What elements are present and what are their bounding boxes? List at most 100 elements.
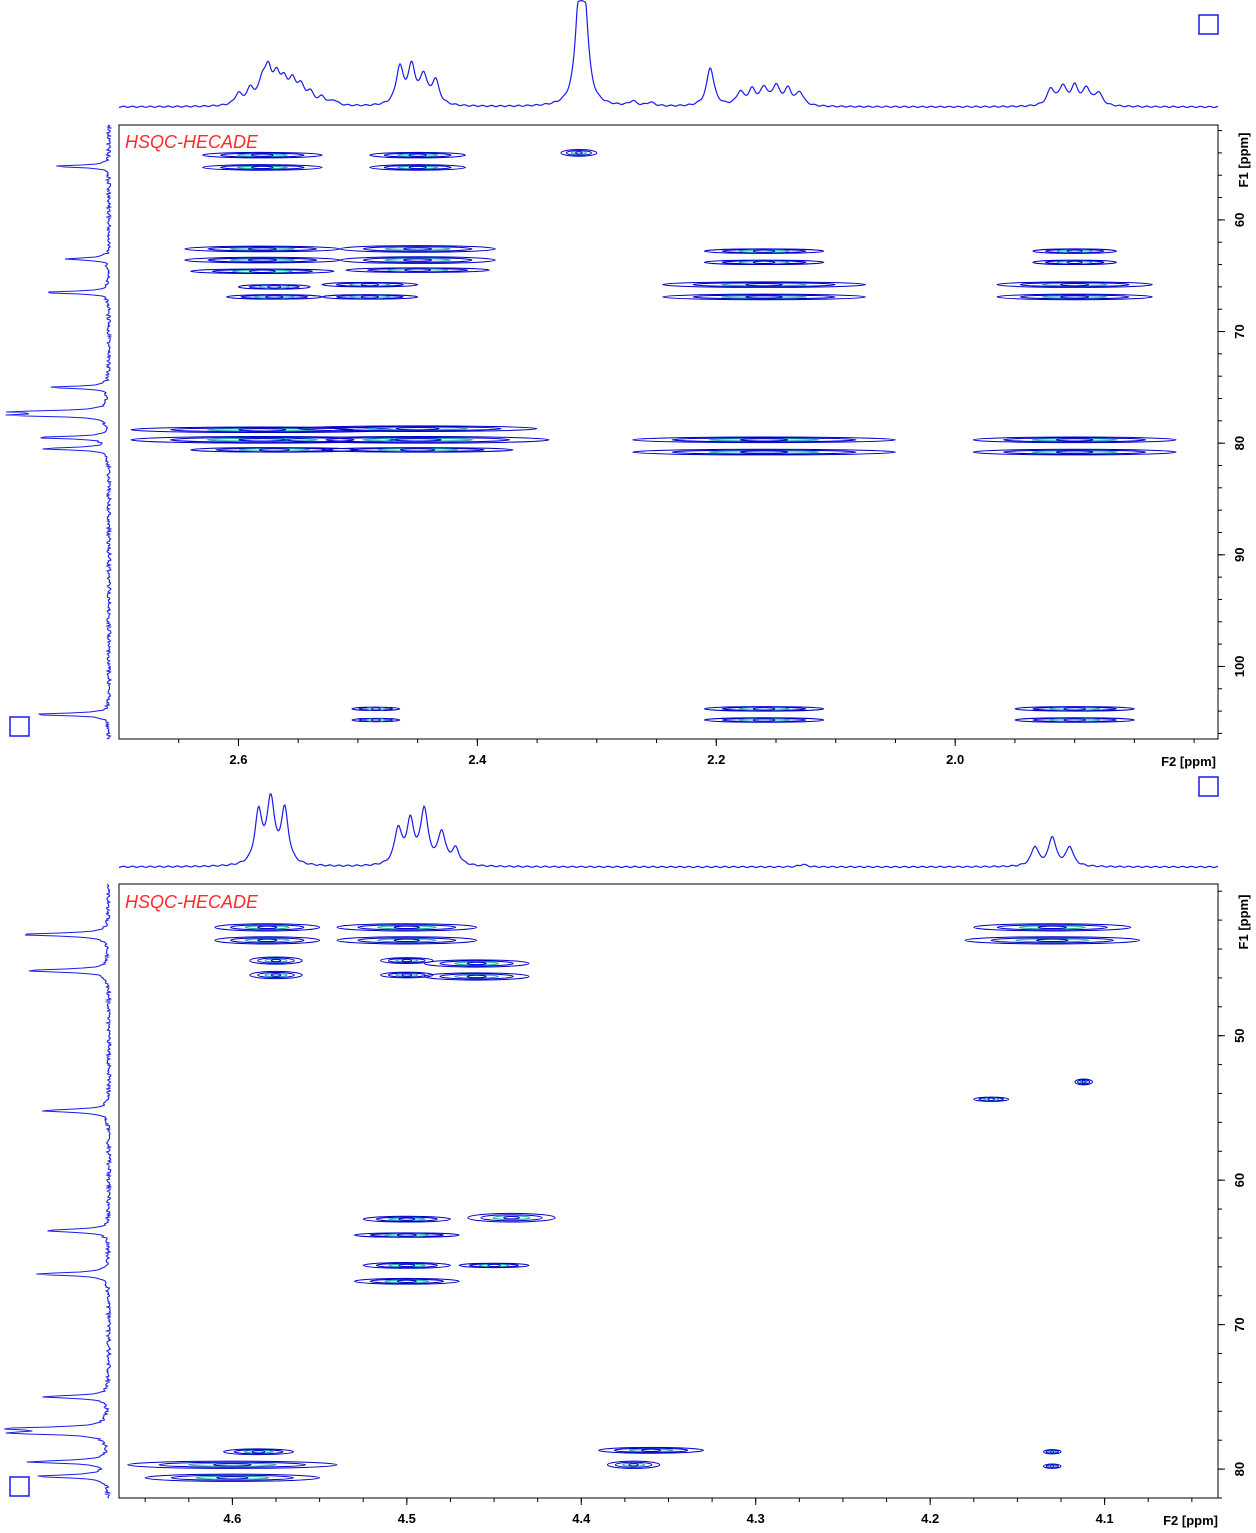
contour-level <box>393 925 420 930</box>
contour-level <box>632 448 896 456</box>
cross-peak <box>1043 1463 1062 1469</box>
contour-level <box>247 247 277 251</box>
contour-level <box>1050 1450 1055 1454</box>
contour-level <box>362 257 473 263</box>
contour-level <box>251 1450 266 1454</box>
contour-level <box>357 924 457 931</box>
contour-level <box>1063 707 1086 711</box>
cross-peak <box>362 1215 451 1223</box>
x-axis-label: F2 [ppm] <box>1163 1513 1218 1528</box>
contour-level <box>393 938 420 943</box>
contour-level <box>321 281 419 288</box>
x-tick-label: 4.6 <box>223 1511 241 1526</box>
cross-peak <box>632 448 896 456</box>
contour-level <box>383 152 452 158</box>
contour-level <box>285 435 550 444</box>
cross-peak <box>184 245 341 253</box>
contour-level <box>973 1096 1010 1102</box>
window-toggle-bottom-right[interactable] <box>1198 776 1219 797</box>
contour-level <box>752 718 776 722</box>
contour-level <box>220 164 305 170</box>
contour-level <box>703 259 825 266</box>
contour-level <box>739 450 789 454</box>
x-axis-label: F2 [ppm] <box>1161 754 1216 769</box>
y-tick-label: 80 <box>1232 1462 1247 1476</box>
contour-level <box>257 925 278 930</box>
cross-peak <box>703 248 825 254</box>
contour-level <box>752 260 776 265</box>
contour-level <box>752 249 776 253</box>
contour-level <box>606 1460 661 1469</box>
contour-level <box>692 282 836 288</box>
chart-title: HSQC-HECADE <box>125 892 259 912</box>
contour-level <box>614 1461 653 1468</box>
contour-level <box>503 1216 520 1220</box>
cross-peak <box>973 1096 1010 1102</box>
contour-level <box>230 924 305 931</box>
contour-level <box>1060 282 1090 287</box>
contour-level <box>339 256 496 264</box>
cross-peak <box>703 717 825 723</box>
window-toggle-top-left[interactable] <box>9 716 30 737</box>
f1-projection-trace <box>5 124 113 740</box>
cross-peak <box>598 1446 704 1454</box>
contour-level <box>739 438 789 442</box>
contour-level <box>267 285 282 289</box>
contour-level <box>987 1097 995 1101</box>
cross-peak <box>127 1460 338 1469</box>
y-tick-label: 90 <box>1232 548 1247 562</box>
contour-level <box>249 970 303 980</box>
contour-level <box>1037 925 1067 930</box>
cross-peak <box>1074 1078 1093 1086</box>
contour-level <box>692 294 836 300</box>
cross-peak <box>345 267 490 273</box>
contour-level <box>996 924 1108 931</box>
cross-peak-contours <box>130 149 1177 723</box>
window-toggle-bottom-left[interactable] <box>9 1476 30 1497</box>
cross-peak <box>190 268 335 274</box>
cross-peak <box>1043 1449 1062 1455</box>
cross-peak <box>606 1460 661 1469</box>
contour-level <box>369 1278 444 1284</box>
contour-level <box>213 1463 252 1467</box>
cross-peak <box>321 447 514 453</box>
cross-peak <box>467 1212 556 1223</box>
x-tick-label: 4.1 <box>1096 1511 1114 1526</box>
contour-level <box>360 282 379 287</box>
contour-level <box>251 153 274 157</box>
contour-level <box>466 974 487 979</box>
contour-level <box>492 1215 531 1221</box>
contour-level <box>408 153 427 157</box>
f1-trace-line <box>5 124 113 740</box>
contour-level <box>216 1476 249 1480</box>
contour-level <box>321 447 514 453</box>
cross-peak <box>703 259 825 266</box>
contour-level <box>388 958 426 964</box>
cross-peak <box>214 923 321 932</box>
contour-level <box>380 957 434 964</box>
cross-peak <box>1014 717 1135 723</box>
window-toggle-top-right[interactable] <box>1198 14 1219 35</box>
contour-level <box>632 436 896 444</box>
contour-level <box>990 937 1114 944</box>
f1-trace-line <box>4 883 113 1499</box>
contour-level <box>170 1474 294 1481</box>
y-tick-label: 70 <box>1232 324 1247 338</box>
contour-level <box>336 923 478 932</box>
contour-level <box>270 973 282 977</box>
contour-level <box>1063 718 1086 722</box>
contour-level <box>144 1473 321 1482</box>
cross-peak <box>321 281 419 288</box>
cross-peak <box>380 957 434 964</box>
contour-level <box>247 258 277 262</box>
contour-level <box>423 972 530 981</box>
y-tick-label: 80 <box>1232 436 1247 450</box>
cross-peak-contours <box>127 923 1141 1482</box>
contour-level <box>403 258 433 262</box>
contour-level <box>408 165 427 170</box>
contour-level <box>158 1461 307 1468</box>
contour-level <box>1055 438 1094 442</box>
y-axis-ticks: 60 70 80 90 100 <box>1218 130 1247 734</box>
contour-level <box>258 448 290 452</box>
contour-level <box>1050 1464 1055 1468</box>
